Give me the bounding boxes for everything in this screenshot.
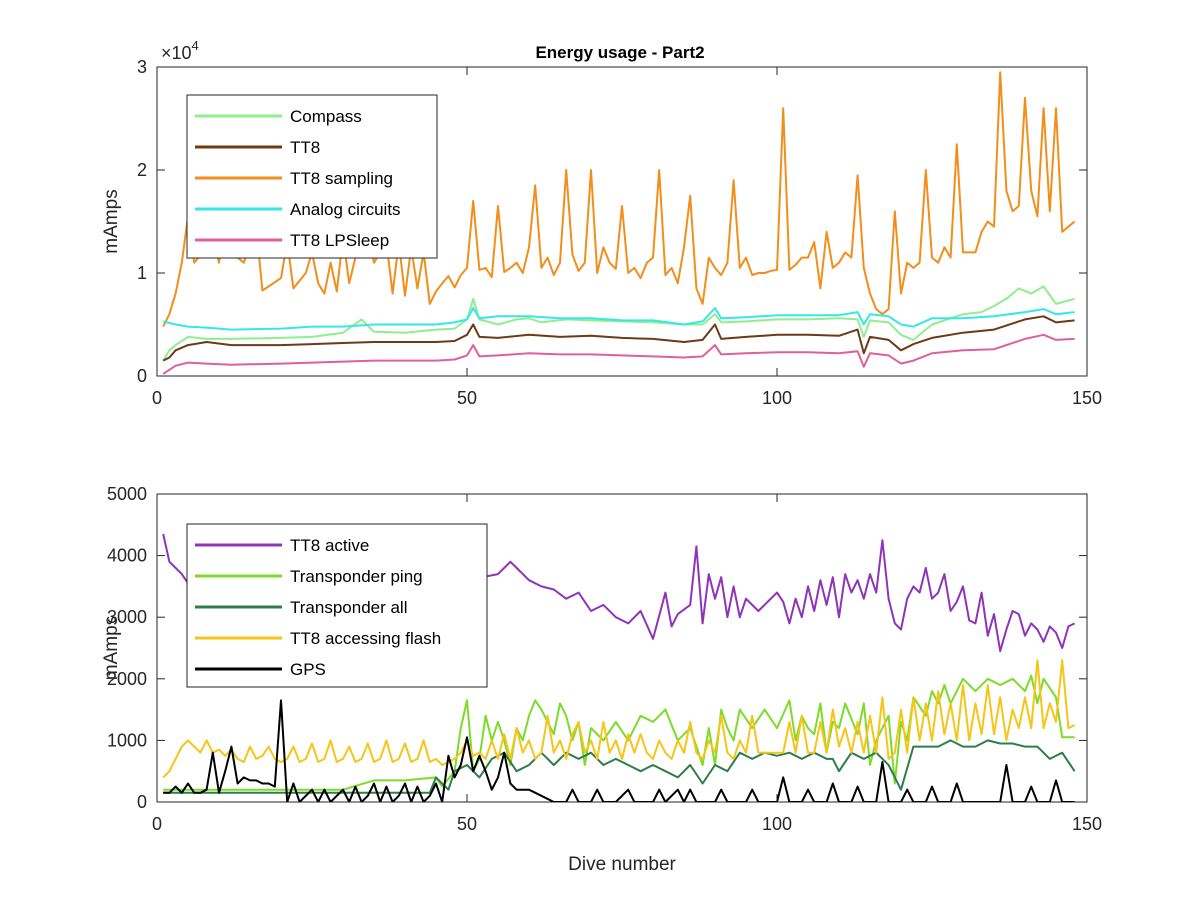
bottom-chart-panel: 0 50 100 150 0 1000 2000 3000 4000 5000 mAmps Dive … [101,484,1102,875]
legend-label: TT8 accessing flash [290,629,441,648]
legend-item: Transponder all [195,598,408,617]
legend-label: TT8 [290,138,320,157]
series-line-tt8-lpsleep [162,333,1075,375]
y-tick-label: 3000 [107,607,147,627]
legend-label: Transponder ping [290,567,423,586]
series-line-tt8-sampling [162,71,1076,328]
x-tick-label: 50 [457,814,477,834]
series-line-tt8 [162,315,1075,362]
y-tick-label: 0 [137,366,147,386]
y-tick-label: 4000 [107,546,147,566]
y-tick-label: 5000 [107,484,147,504]
chart-title: Energy usage - Part2 [535,43,704,62]
legend: TT8 active Transponder ping Transponder al… [186,523,488,688]
legend-item: TT8 active [195,536,369,555]
legend-item: GPS [195,660,326,679]
x-tick-label: 100 [762,388,792,408]
x-tick-label: 0 [152,814,162,834]
legend-label: TT8 active [290,536,369,555]
legend-label: Compass [290,107,362,126]
series-group [162,533,1076,802]
series-group [162,71,1076,375]
y-axis-label: mAmps [101,189,122,253]
legend-label: TT8 sampling [290,169,393,188]
legend: Compass TT8 TT8 sampling Analog circuits TT8… [186,94,438,259]
legend-item: Analog circuits [195,200,401,219]
y-tick-label: 2 [137,160,147,180]
legend-item: TT8 LPSleep [195,231,389,250]
series-line-gps [163,699,1075,802]
series-line-analog-circuits [162,307,1075,331]
y-axis-label: mAmps [101,616,122,680]
legend-item: Transponder ping [195,567,423,586]
x-tick-label: 0 [152,388,162,408]
legend-label: Analog circuits [290,200,401,219]
x-tick-label: 150 [1072,388,1102,408]
y-tick-label: 0 [137,792,147,812]
legend-item: Compass [195,107,362,126]
legend-item: TT8 accessing flash [195,629,441,648]
x-axis-label: Dive number [568,854,676,875]
legend-label: TT8 LPSleep [290,231,389,250]
y-tick-label: 2000 [107,669,147,689]
x-tick-label: 50 [457,388,477,408]
y-tick-label: 1000 [107,730,147,750]
legend-item: TT8 [195,138,320,157]
x-tick-label: 100 [762,814,792,834]
y-tick-label: 1 [137,263,147,283]
x-tick-label: 150 [1072,814,1102,834]
series-line-tt8-accessing-flash [162,659,1076,779]
legend-item: TT8 sampling [195,169,393,188]
legend-label: Transponder all [290,598,408,617]
y-tick-label: 3 [137,57,147,77]
series-line-compass [162,285,1075,362]
series-line-tt8-active [162,533,1076,653]
legend-label: GPS [290,660,326,679]
series-line-transponder-all [163,739,1076,794]
y-exponent-power: 4 [192,38,199,53]
